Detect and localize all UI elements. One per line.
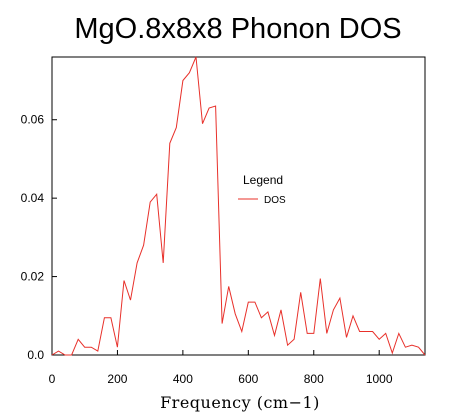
x-tick-label: 200 (107, 372, 127, 386)
y-tick-label: 0.04 (21, 191, 45, 205)
chart-title: MgO.8x8x8 Phonon DOS (74, 13, 401, 45)
x-tick-label: 600 (238, 372, 258, 386)
plot-area (51, 56, 426, 356)
x-tick-label: 0 (49, 372, 56, 386)
legend-title: Legend (243, 173, 283, 187)
y-tick-label: 0.06 (21, 113, 45, 127)
series-layer (51, 56, 426, 356)
y-tick-label: 0.02 (21, 270, 45, 284)
series-line-dos (51, 56, 426, 356)
x-tick-label: 400 (173, 372, 193, 386)
x-tick-label: 1000 (366, 372, 393, 386)
x-tick-label: 800 (304, 372, 324, 386)
legend: Legend DOS (238, 173, 286, 206)
y-axis: 0.0 0.02 0.04 0.06 (21, 113, 57, 362)
x-axis: 0 200 400 600 800 1000 (49, 350, 393, 386)
x-axis-label: Frequency (cm−1) (160, 393, 320, 412)
y-tick-label: 0.0 (27, 348, 44, 362)
legend-entry-dos: DOS (264, 195, 286, 206)
